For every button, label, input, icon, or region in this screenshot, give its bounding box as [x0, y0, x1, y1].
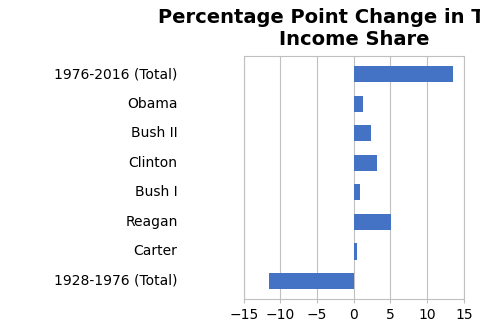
Bar — [353, 243, 356, 259]
Title: Percentage Point Change in Top 1%
Income Share: Percentage Point Change in Top 1% Income… — [158, 8, 480, 49]
Text: Carter: Carter — [133, 245, 177, 258]
Bar — [353, 96, 362, 112]
Text: 1928-1976 (Total): 1928-1976 (Total) — [54, 274, 177, 288]
Bar — [353, 184, 360, 200]
Text: Bush I: Bush I — [135, 185, 177, 199]
Text: Clinton: Clinton — [128, 156, 177, 170]
Text: Bush II: Bush II — [131, 126, 177, 140]
Bar — [353, 66, 452, 82]
Bar — [353, 125, 370, 141]
Text: 1976-2016 (Total): 1976-2016 (Total) — [54, 67, 177, 81]
Text: Reagan: Reagan — [125, 215, 177, 229]
Bar — [269, 273, 353, 289]
Text: Obama: Obama — [127, 97, 177, 111]
Bar — [353, 214, 390, 230]
Bar — [353, 155, 376, 171]
